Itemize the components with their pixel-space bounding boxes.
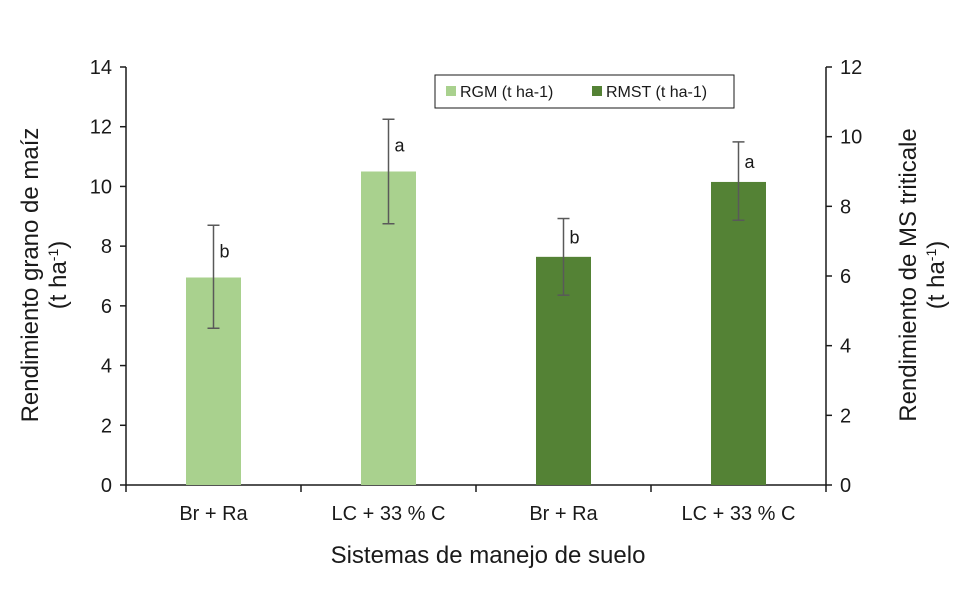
legend-swatch-rgm — [446, 86, 456, 96]
legend-swatch-rmst — [592, 86, 602, 96]
y-tick-label-left: 10 — [90, 176, 112, 198]
y-tick-label-left: 6 — [101, 296, 112, 318]
legend-label-rgm: RGM (t ha-1) — [460, 84, 553, 101]
y-tick-label-right: 10 — [840, 127, 862, 149]
legend-label-rmst: RMST (t ha-1) — [606, 84, 707, 101]
y-tick-label-right: 4 — [840, 336, 851, 358]
x-axis-title: Sistemas de manejo de suelo — [331, 542, 646, 569]
legend-box — [434, 74, 735, 109]
y-tick-label-right: 12 — [840, 57, 862, 79]
significance-label: a — [395, 135, 406, 155]
x-tick-label: Br + Ra — [529, 503, 598, 525]
y-axis-title-right: Rendimiento de MS triticale — [895, 128, 922, 421]
x-tick-label: Br + Ra — [179, 503, 248, 525]
plot-area: 0 2 4 6 8 10 12 14 0 2 4 6 8 10 12 Br + Ra LC + 33 % C Br… — [90, 57, 863, 525]
x-tick-label: LC + 33 % C — [682, 503, 796, 525]
y-axis-title-left: Rendimiento grano de maíz — [17, 128, 44, 423]
y-tick-label-left: 14 — [90, 57, 112, 79]
y-tick-label-left: 8 — [101, 236, 112, 258]
significance-label: b — [220, 241, 230, 261]
y-axis-unit-left: (t ha-1) — [45, 241, 72, 309]
y-tick-label-right: 8 — [840, 196, 851, 218]
bar — [711, 181, 766, 485]
y-tick-label-left: 4 — [101, 356, 112, 378]
y-tick-label-right: 0 — [840, 475, 851, 497]
y-tick-label-right: 6 — [840, 266, 851, 288]
y-tick-label-right: 2 — [840, 405, 851, 427]
y-axis-unit-right: (t ha-1) — [923, 241, 950, 309]
x-tick-label: LC + 33 % C — [332, 503, 446, 525]
y-tick-label-left: 12 — [90, 117, 112, 139]
significance-label: b — [570, 228, 580, 248]
y-tick-label-left: 2 — [101, 415, 112, 437]
y-tick-label-left: 0 — [101, 475, 112, 497]
significance-label: a — [745, 152, 756, 172]
legend: RGM (t ha-1) RMST (t ha-1) — [434, 74, 735, 109]
